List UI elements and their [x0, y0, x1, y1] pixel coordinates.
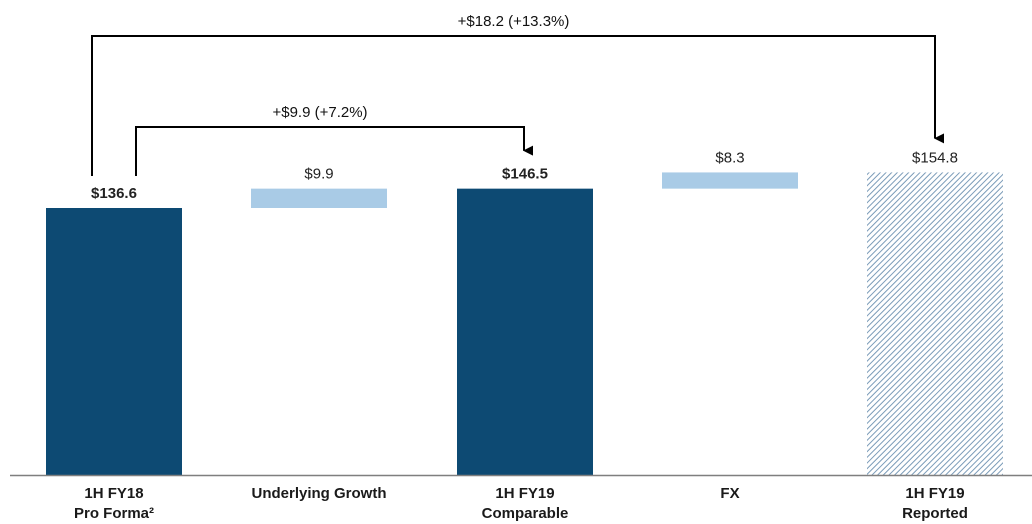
change-bracket-0	[135, 126, 533, 176]
category-label-0: 1H FY18 Pro Forma²	[74, 485, 154, 522]
bar-0	[46, 208, 182, 475]
bar-value-label-0: $136.6	[91, 185, 137, 202]
category-label-2: 1H FY19 Comparable	[482, 485, 569, 522]
category-label-1: Underlying Growth	[252, 485, 387, 502]
category-label-4: 1H FY19 Reported	[902, 485, 968, 522]
bar-1	[251, 188, 387, 208]
change-bracket-1	[91, 35, 944, 176]
bar-4	[867, 172, 1003, 475]
bar-value-label-2: $146.5	[502, 166, 548, 183]
bar-3	[662, 172, 798, 189]
bar-value-label-1: $9.9	[304, 166, 333, 183]
bar-value-label-3: $8.3	[715, 149, 744, 166]
category-label-3: FX	[720, 485, 739, 502]
change-annotation-0: +$9.9 (+7.2%)	[272, 104, 367, 121]
change-annotation-1: +$18.2 (+13.3%)	[458, 13, 570, 30]
bar-value-label-4: $154.8	[912, 149, 958, 166]
bar-2	[457, 188, 593, 475]
